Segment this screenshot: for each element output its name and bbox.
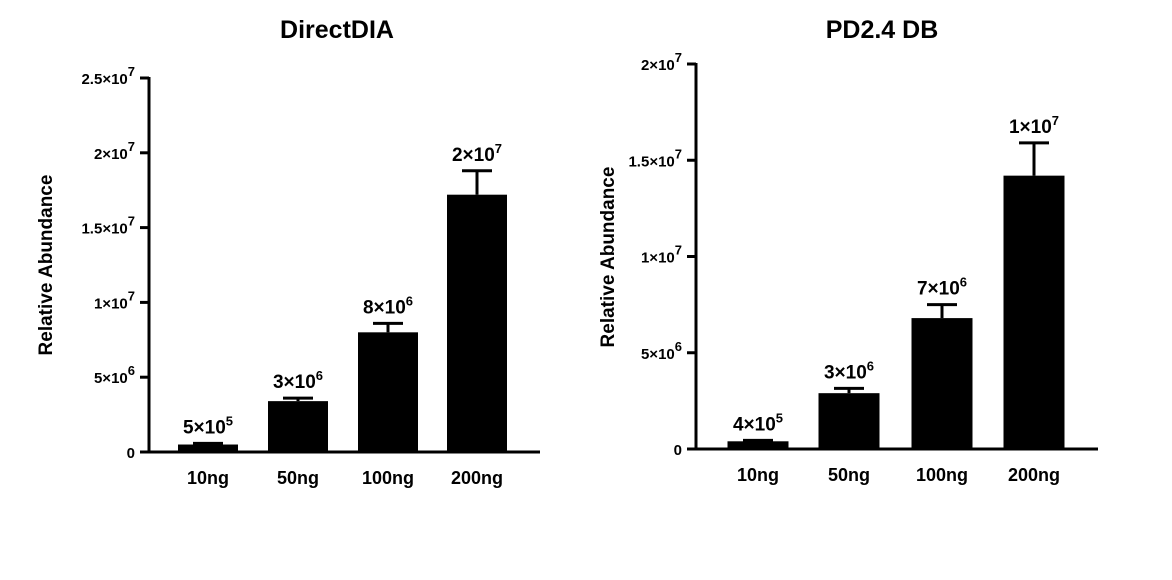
y-tick-label-base: 2.5×10 bbox=[81, 71, 127, 88]
y-tick-label-exp: 6 bbox=[675, 339, 682, 354]
y-tick-label-base: 1×10 bbox=[641, 250, 675, 267]
y-tick-label-exp: 6 bbox=[128, 363, 135, 378]
chart-panel-directdia: DirectDIA Relative Abundance 5×105 10ng 3×10… bbox=[36, 16, 540, 488]
data-label-exp: 6 bbox=[867, 358, 874, 373]
y-tick-label-base: 1.5×10 bbox=[81, 221, 127, 238]
data-label: 7×106 bbox=[917, 275, 967, 300]
y-tick-label-base: 2×10 bbox=[94, 146, 128, 163]
y-tick-label: 2.5×107 bbox=[81, 64, 135, 88]
y-tick-label: 0 bbox=[674, 442, 682, 459]
y-tick-label-exp: 7 bbox=[128, 214, 135, 229]
data-label: 1×107 bbox=[1009, 113, 1059, 138]
category-label: 50ng bbox=[277, 468, 319, 488]
y-tick-label-base: 1.5×10 bbox=[628, 153, 674, 170]
data-label-base: 7×10 bbox=[917, 279, 960, 300]
y-tick-label-exp: 7 bbox=[675, 243, 682, 258]
data-label-exp: 6 bbox=[316, 368, 323, 383]
chart-title: PD2.4 DB bbox=[826, 16, 939, 44]
data-label-base: 3×10 bbox=[273, 372, 316, 393]
y-tick-label-exp: 7 bbox=[128, 64, 135, 79]
y-tick-label-exp: 7 bbox=[128, 288, 135, 303]
data-label-exp: 6 bbox=[406, 293, 413, 308]
bar bbox=[818, 393, 880, 449]
bar bbox=[911, 318, 973, 449]
data-label-base: 8×10 bbox=[363, 297, 406, 318]
y-tick-label-exp: 7 bbox=[128, 139, 135, 154]
y-tick-label-base: 0 bbox=[127, 445, 135, 462]
y-tick-label: 1×107 bbox=[94, 288, 135, 312]
y-tick-label-exp: 7 bbox=[675, 50, 682, 65]
data-label-exp: 6 bbox=[960, 275, 967, 290]
y-axis-label: Relative Abundance bbox=[36, 175, 57, 356]
data-label-exp: 5 bbox=[776, 410, 783, 425]
data-label-base: 3×10 bbox=[824, 362, 867, 383]
category-label: 200ng bbox=[1008, 465, 1060, 485]
category-label: 10ng bbox=[187, 468, 229, 488]
data-label-exp: 7 bbox=[1052, 113, 1059, 128]
bar bbox=[358, 332, 418, 452]
data-label: 8×106 bbox=[363, 293, 413, 318]
chart-title: DirectDIA bbox=[280, 16, 394, 44]
bar bbox=[727, 441, 789, 449]
y-tick-label: 2×107 bbox=[641, 50, 682, 74]
y-tick-label: 5×106 bbox=[94, 363, 135, 387]
bar bbox=[268, 401, 328, 452]
data-label: 3×106 bbox=[273, 368, 323, 393]
y-tick-label: 1×107 bbox=[641, 243, 682, 267]
y-axis-label: Relative Abundance bbox=[598, 167, 619, 348]
data-label: 5×105 bbox=[183, 413, 233, 438]
y-tick-label: 1.5×107 bbox=[81, 214, 135, 238]
bar bbox=[447, 194, 507, 453]
y-tick-label: 5×106 bbox=[641, 339, 682, 363]
data-label-exp: 7 bbox=[495, 141, 502, 156]
bar bbox=[1003, 175, 1065, 449]
data-label: 2×107 bbox=[452, 141, 502, 166]
data-label: 4×105 bbox=[733, 410, 783, 435]
bar bbox=[178, 444, 238, 452]
data-label-base: 2×10 bbox=[452, 145, 495, 166]
y-tick-label-base: 1×10 bbox=[94, 295, 128, 312]
chart-panel-pd24db: PD2.4 DB Relative Abundance 4×105 10ng 3×106… bbox=[586, 0, 1172, 580]
category-label: 100ng bbox=[362, 468, 414, 488]
y-tick-label-base: 5×10 bbox=[641, 346, 675, 363]
data-label-exp: 5 bbox=[226, 413, 233, 428]
y-tick-label-base: 5×10 bbox=[94, 370, 128, 387]
category-label: 10ng bbox=[737, 465, 779, 485]
data-label-base: 1×10 bbox=[1009, 117, 1052, 138]
data-label: 3×106 bbox=[824, 358, 874, 383]
y-tick-label-base: 0 bbox=[674, 442, 682, 459]
y-tick-label-base: 2×10 bbox=[641, 57, 675, 74]
category-label: 200ng bbox=[451, 468, 503, 488]
y-tick-label: 1.5×107 bbox=[628, 146, 682, 170]
data-label-base: 5×10 bbox=[183, 417, 226, 438]
y-tick-label-exp: 7 bbox=[675, 146, 682, 161]
y-tick-label: 2×107 bbox=[94, 139, 135, 163]
y-tick-label: 0 bbox=[127, 445, 135, 462]
category-label: 50ng bbox=[828, 465, 870, 485]
data-label-base: 4×10 bbox=[733, 414, 776, 435]
category-label: 100ng bbox=[916, 465, 968, 485]
